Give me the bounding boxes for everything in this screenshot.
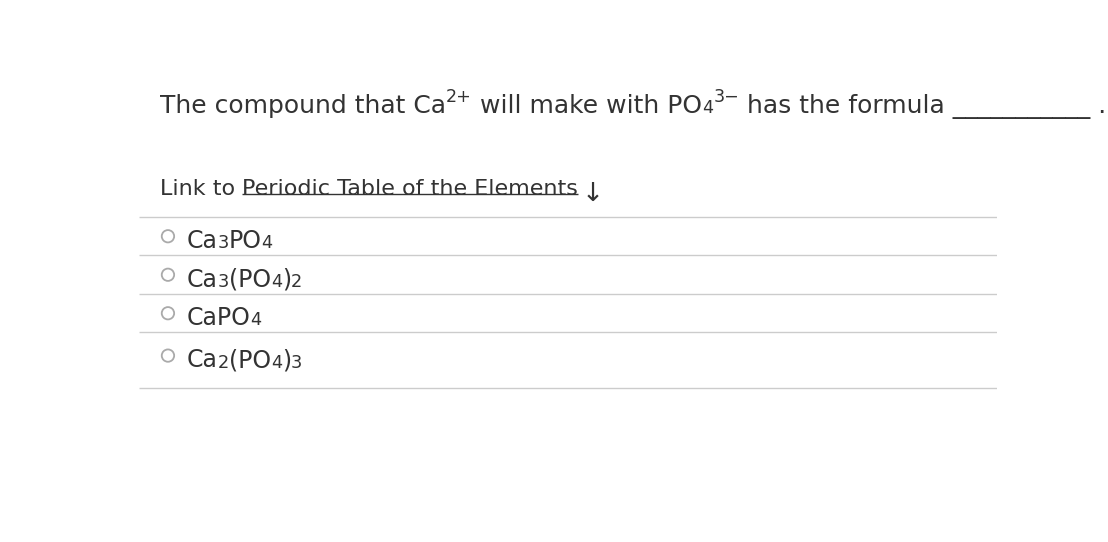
Text: ↓: ↓ <box>582 182 604 207</box>
Text: will make with PO: will make with PO <box>472 94 702 118</box>
Text: 2+: 2+ <box>447 88 472 106</box>
Text: 2: 2 <box>291 273 302 291</box>
Text: ): ) <box>281 268 291 292</box>
Text: 4: 4 <box>270 353 281 372</box>
Text: ): ) <box>281 349 291 372</box>
Text: 2: 2 <box>217 353 228 372</box>
Text: 4: 4 <box>261 234 273 252</box>
Text: CaPO: CaPO <box>186 306 250 330</box>
Text: 3−: 3− <box>714 88 739 106</box>
Text: (PO: (PO <box>228 349 270 372</box>
Text: has the formula ___________ .: has the formula ___________ . <box>739 94 1106 119</box>
Text: 4: 4 <box>250 311 261 330</box>
Text: 3: 3 <box>291 353 302 372</box>
Text: 3: 3 <box>217 273 228 291</box>
Text: Ca: Ca <box>186 349 217 372</box>
Text: 4: 4 <box>270 273 281 291</box>
Text: PO: PO <box>228 229 261 253</box>
Text: Ca: Ca <box>186 229 217 253</box>
Text: 3: 3 <box>217 234 228 252</box>
Text: Link to: Link to <box>161 179 243 199</box>
Text: 4: 4 <box>702 99 714 117</box>
Text: The compound that Ca: The compound that Ca <box>161 94 447 118</box>
Text: Periodic Table of the Elements: Periodic Table of the Elements <box>243 179 578 199</box>
Text: Ca: Ca <box>186 268 217 292</box>
Text: (PO: (PO <box>228 268 270 292</box>
